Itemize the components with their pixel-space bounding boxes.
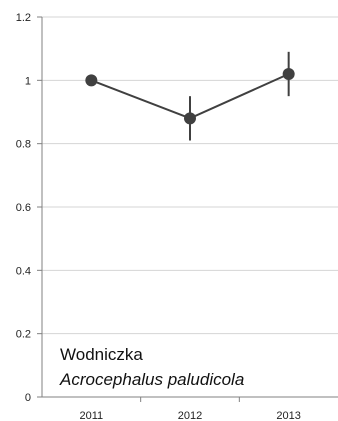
y-tick-label: 1.2 xyxy=(16,12,31,24)
y-tick-label: 1 xyxy=(25,75,31,87)
y-tick-labels: 0 0.2 0.4 0.6 0.8 1 1.2 xyxy=(16,12,31,404)
axes xyxy=(37,16,338,402)
data-point xyxy=(282,68,295,80)
y-tick-label: 0.8 xyxy=(16,139,31,151)
x-tick-labels: 2011 2012 2013 xyxy=(80,410,301,421)
x-tick-label: 2012 xyxy=(178,410,202,421)
x-tick-label: 2013 xyxy=(276,410,300,421)
y-tick-label: 0.2 xyxy=(16,329,31,341)
annotation-latin-name: Acrocephalus paludicola xyxy=(59,370,244,389)
y-tick-label: 0.4 xyxy=(16,265,31,277)
data-point xyxy=(184,112,196,125)
y-tick-label: 0 xyxy=(25,392,31,404)
y-tick-label: 0.6 xyxy=(16,202,31,214)
x-tick-label: 2011 xyxy=(80,410,104,421)
data-point xyxy=(85,74,98,87)
gridlines xyxy=(42,16,338,335)
series-group xyxy=(85,51,295,141)
annotation-common-name: Wodniczka xyxy=(60,345,143,364)
